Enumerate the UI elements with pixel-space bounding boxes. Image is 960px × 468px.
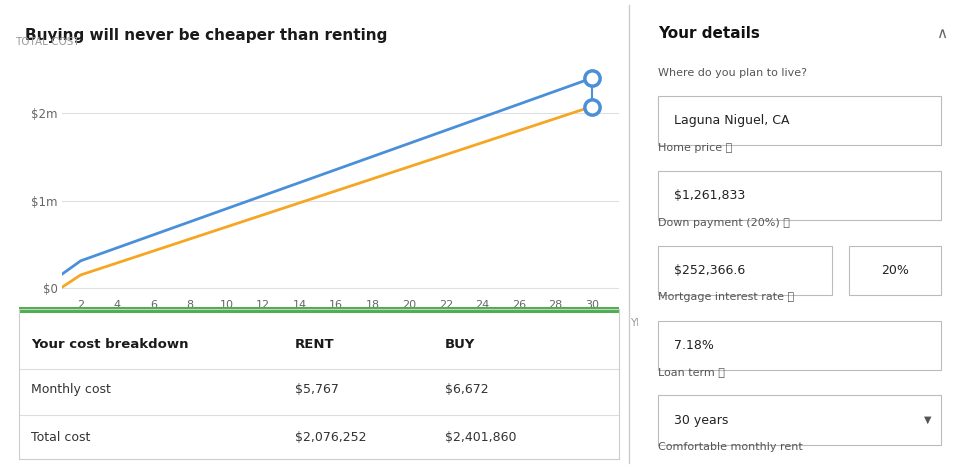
FancyBboxPatch shape — [658, 171, 941, 220]
Text: Total cost: Total cost — [31, 431, 90, 444]
Text: $2,076,252: $2,076,252 — [296, 431, 367, 444]
Text: Mortgage interest rate ⓘ: Mortgage interest rate ⓘ — [658, 292, 794, 302]
Text: Loan term ⓘ: Loan term ⓘ — [658, 367, 725, 377]
Text: TOTAL COST: TOTAL COST — [15, 37, 80, 47]
Text: Home price ⓘ: Home price ⓘ — [658, 143, 732, 153]
Text: $5,767: $5,767 — [296, 383, 339, 396]
Text: Your details: Your details — [658, 26, 759, 41]
FancyBboxPatch shape — [658, 321, 941, 370]
Bar — [19, 307, 619, 314]
Text: $2,401,860: $2,401,860 — [445, 431, 516, 444]
Text: ▼: ▼ — [924, 415, 931, 425]
Text: Down payment (20%) ⓘ: Down payment (20%) ⓘ — [658, 218, 789, 227]
Text: Buying will never be cheaper than renting: Buying will never be cheaper than rentin… — [25, 28, 388, 43]
Text: 20%: 20% — [880, 264, 909, 277]
FancyBboxPatch shape — [658, 96, 941, 145]
Text: BUY: BUY — [445, 338, 475, 351]
Text: 30 years: 30 years — [674, 414, 728, 426]
Text: ∧: ∧ — [936, 26, 948, 41]
Text: $1,261,833: $1,261,833 — [674, 189, 745, 202]
Text: Laguna Niguel, CA: Laguna Niguel, CA — [674, 114, 789, 127]
Text: Comfortable monthly rent: Comfortable monthly rent — [658, 442, 803, 452]
Text: Where do you plan to live?: Where do you plan to live? — [658, 68, 806, 78]
Text: $6,672: $6,672 — [445, 383, 489, 396]
Text: YEARS: YEARS — [631, 318, 664, 328]
FancyBboxPatch shape — [658, 395, 941, 445]
Text: RENT: RENT — [296, 338, 335, 351]
FancyBboxPatch shape — [658, 246, 831, 295]
Text: Your cost breakdown: Your cost breakdown — [31, 338, 189, 351]
Text: Monthly cost: Monthly cost — [31, 383, 111, 396]
Text: 7.18%: 7.18% — [674, 339, 713, 351]
FancyBboxPatch shape — [849, 246, 941, 295]
Text: $252,366.6: $252,366.6 — [674, 264, 745, 277]
